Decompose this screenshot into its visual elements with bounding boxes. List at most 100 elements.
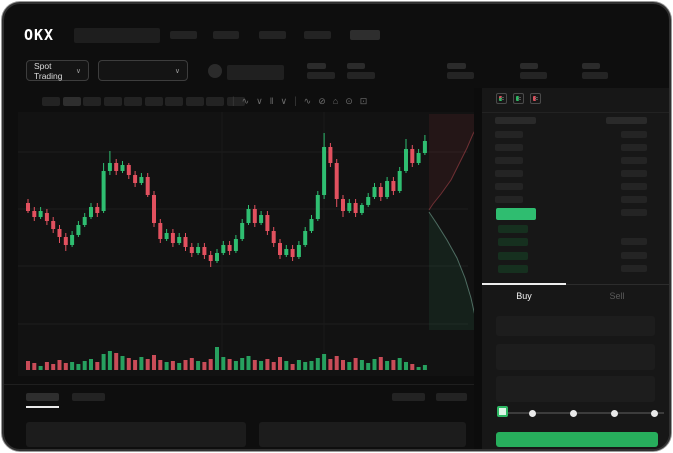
pair-name-placeholder (227, 65, 284, 80)
active-tab-indicator (482, 283, 566, 285)
order-book-buy-icon[interactable] (513, 93, 524, 104)
market-type-dropdown[interactable]: Spot Trading ∨ (26, 60, 89, 81)
buy-submit-button[interactable] (496, 432, 658, 447)
divider: | (294, 95, 297, 107)
stat-value-placeholder (307, 72, 335, 79)
divider (4, 384, 474, 385)
chart-line-icon[interactable]: ∿ (241, 95, 250, 106)
bottom-action-placeholder[interactable] (436, 393, 467, 401)
slider-dot[interactable] (611, 409, 618, 417)
search-bar-placeholder[interactable] (74, 28, 160, 43)
trade-panel-inner: Buy Sell (482, 88, 669, 449)
bottom-tab-placeholder[interactable] (72, 393, 105, 401)
timeframe-button-placeholder[interactable] (103, 97, 122, 106)
slider-dot[interactable] (570, 409, 577, 417)
tab-sell[interactable]: Sell (609, 291, 625, 301)
nav-item-placeholder[interactable] (259, 31, 286, 39)
stat-label-placeholder (582, 63, 600, 69)
compare-icon[interactable]: ⊘ (318, 95, 326, 106)
nav-item-placeholder[interactable] (170, 31, 197, 39)
ask-price-placeholder (495, 157, 523, 164)
timeframe-button-placeholder[interactable] (165, 97, 183, 106)
depth-chart (428, 114, 482, 331)
market-type-label: Spot Trading (34, 60, 63, 81)
bid-amount-placeholder (621, 238, 647, 246)
ask-amount-placeholder (621, 196, 647, 203)
bid-price-placeholder (498, 225, 528, 233)
bid-price-placeholder (498, 251, 528, 260)
candlestick-chart-svg (18, 112, 482, 376)
divider: | (232, 95, 235, 107)
percent-slider-track[interactable] (502, 412, 664, 414)
tabs-divider (482, 284, 669, 285)
chevron-down-icon[interactable]: ∨ (280, 95, 288, 106)
slider-dot[interactable] (651, 409, 658, 417)
timeframe-button-placeholder[interactable] (206, 97, 224, 106)
book-amount-header-placeholder (606, 117, 647, 124)
tab-buy[interactable]: Buy (516, 291, 532, 301)
order-book-sell-icon[interactable] (530, 93, 541, 104)
stat-value-placeholder (520, 72, 547, 79)
ask-amount-placeholder (621, 144, 647, 151)
ask-price-placeholder (495, 170, 523, 177)
divider (482, 112, 669, 113)
price-chart[interactable] (18, 112, 482, 376)
bid-amount-placeholder (621, 265, 647, 273)
bid-amount-placeholder (621, 251, 647, 259)
bottom-action-placeholder[interactable] (392, 393, 425, 401)
stat-label-placeholder (307, 63, 326, 69)
stat-value-placeholder (447, 72, 474, 79)
stat-value-placeholder (582, 72, 608, 79)
bottom-tab-underline (26, 406, 59, 408)
open-orders-placeholder (26, 422, 246, 447)
ask-amount-placeholder (621, 183, 647, 190)
ask-amount-placeholder (621, 170, 647, 177)
nav-item-placeholder[interactable] (304, 31, 331, 39)
bid-price-placeholder (498, 265, 528, 274)
price-input-placeholder[interactable] (496, 316, 655, 336)
chart-tools: | ∿ ∨ ‖ ∨ | ∿ ⊘ ⌂ ⊙ ⊡ (232, 93, 367, 109)
timeframe-button-placeholder[interactable] (226, 97, 245, 106)
order-history-placeholder (259, 422, 466, 447)
indicators-icon[interactable]: ∿ (303, 95, 312, 106)
nav-item-placeholder[interactable] (350, 30, 380, 40)
topbar: OKX (4, 4, 669, 54)
ask-amount-placeholder (621, 209, 647, 216)
stat-value-placeholder (347, 72, 375, 79)
percent-slider-handle[interactable] (497, 406, 508, 417)
timeframe-button-placeholder[interactable] (185, 97, 204, 106)
timeframe-button-placeholder[interactable] (62, 97, 81, 106)
bid-price-placeholder (498, 238, 528, 247)
ask-amount-placeholder (621, 157, 647, 164)
fullscreen-icon[interactable]: ⊡ (359, 95, 368, 106)
okx-logo: OKX (24, 26, 55, 44)
settings-icon[interactable]: ⊙ (345, 95, 353, 106)
slider-dot[interactable] (529, 409, 536, 417)
candle-type-icon[interactable]: ‖ (269, 96, 274, 106)
order-book-both-icon[interactable] (496, 93, 507, 104)
ask-price-placeholder (495, 183, 523, 190)
timeframe-button-placeholder[interactable] (42, 97, 60, 106)
total-input-placeholder[interactable] (496, 376, 655, 402)
chevron-down-icon: ∨ (174, 67, 180, 75)
timeframe-button-placeholder[interactable] (144, 97, 163, 106)
trade-panel: Buy Sell (474, 88, 669, 449)
coin-avatar (208, 64, 222, 78)
bottom-tab-active-placeholder[interactable] (26, 393, 59, 401)
last-price-badge[interactable] (496, 208, 536, 220)
stat-label-placeholder (347, 63, 365, 69)
ask-price-placeholder (495, 131, 523, 138)
book-price-header-placeholder (495, 117, 536, 124)
nav-item-placeholder[interactable] (213, 31, 239, 39)
chevron-down-icon: ∨ (75, 67, 81, 75)
amount-input-placeholder[interactable] (496, 344, 655, 370)
stat-label-placeholder (447, 63, 466, 69)
camera-icon[interactable]: ⌂ (332, 96, 339, 106)
timeframe-button-placeholder[interactable] (124, 97, 142, 106)
ask-amount-placeholder (621, 131, 647, 138)
stat-label-placeholder (520, 63, 538, 69)
timeframe-button-placeholder[interactable] (83, 97, 101, 106)
pair-dropdown[interactable]: ∨ (98, 60, 188, 81)
chevron-down-icon[interactable]: ∨ (256, 95, 263, 106)
